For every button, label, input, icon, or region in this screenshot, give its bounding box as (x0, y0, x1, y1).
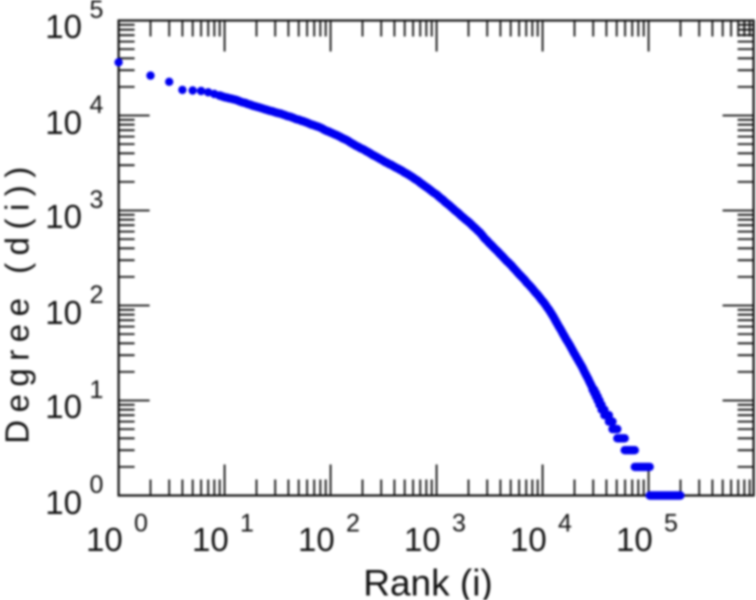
svg-text:10: 10 (45, 198, 82, 235)
svg-text:4: 4 (558, 510, 572, 538)
svg-text:10: 10 (404, 521, 441, 558)
svg-text:10: 10 (45, 484, 82, 521)
svg-text:10: 10 (298, 521, 335, 558)
svg-text:3: 3 (452, 510, 466, 538)
svg-text:1: 1 (90, 376, 104, 404)
svg-text:0: 0 (90, 471, 104, 499)
svg-text:5: 5 (90, 0, 104, 24)
svg-text:10: 10 (86, 521, 123, 558)
svg-text:10: 10 (45, 294, 82, 331)
svg-text:10: 10 (192, 521, 229, 558)
svg-text:1: 1 (240, 510, 254, 538)
svg-text:10: 10 (616, 521, 653, 558)
svg-text:10: 10 (45, 8, 82, 45)
svg-text:5: 5 (664, 510, 678, 538)
svg-text:3: 3 (90, 186, 104, 214)
svg-text:2: 2 (346, 510, 360, 538)
svg-text:10: 10 (510, 521, 547, 558)
svg-text:Rank (i): Rank (i) (363, 563, 493, 600)
svg-text:0: 0 (134, 510, 148, 538)
svg-text:2: 2 (90, 281, 104, 309)
svg-text:Degree (d(i)): Degree (d(i)) (0, 159, 36, 444)
svg-text:4: 4 (90, 91, 104, 119)
svg-text:10: 10 (45, 104, 82, 141)
svg-text:10: 10 (45, 388, 82, 425)
